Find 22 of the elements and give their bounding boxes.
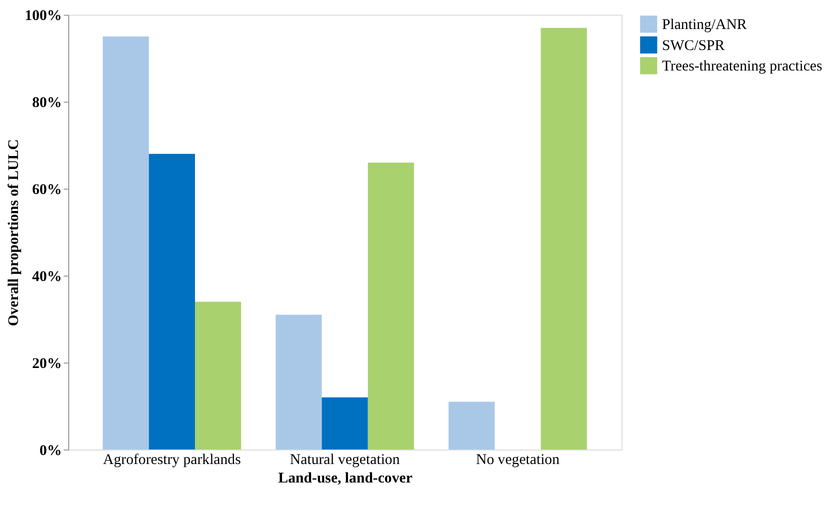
- y-tick-label: 40%: [32, 269, 62, 286]
- bar: [102, 36, 149, 450]
- legend-label: Planting/ANR: [662, 17, 747, 34]
- x-tick-label: Natural vegetation: [290, 452, 400, 468]
- legend-label: SWC/SPR: [662, 38, 725, 54]
- y-tick-label: 60%: [32, 182, 62, 198]
- y-tick-label: 20%: [32, 356, 62, 372]
- bar: [148, 154, 195, 450]
- y-tick-label: 0%: [40, 442, 62, 459]
- bar: [368, 162, 414, 450]
- bar: [194, 302, 242, 450]
- y-axis-title: Overall proportions of LULC: [6, 139, 22, 326]
- legend-label: Trees-threatening practices: [662, 58, 823, 75]
- bar: [322, 397, 368, 450]
- y-tick-label: 80%: [32, 95, 62, 112]
- bar: [276, 314, 322, 450]
- bar: [448, 402, 495, 450]
- bar: [540, 28, 587, 450]
- x-tick-label: Agroforestry parklands: [103, 452, 242, 468]
- x-axis-title: Land-use, land-cover: [278, 470, 413, 487]
- y-tick-label: 100%: [24, 8, 62, 24]
- x-tick-label: No vegetation: [476, 452, 560, 468]
